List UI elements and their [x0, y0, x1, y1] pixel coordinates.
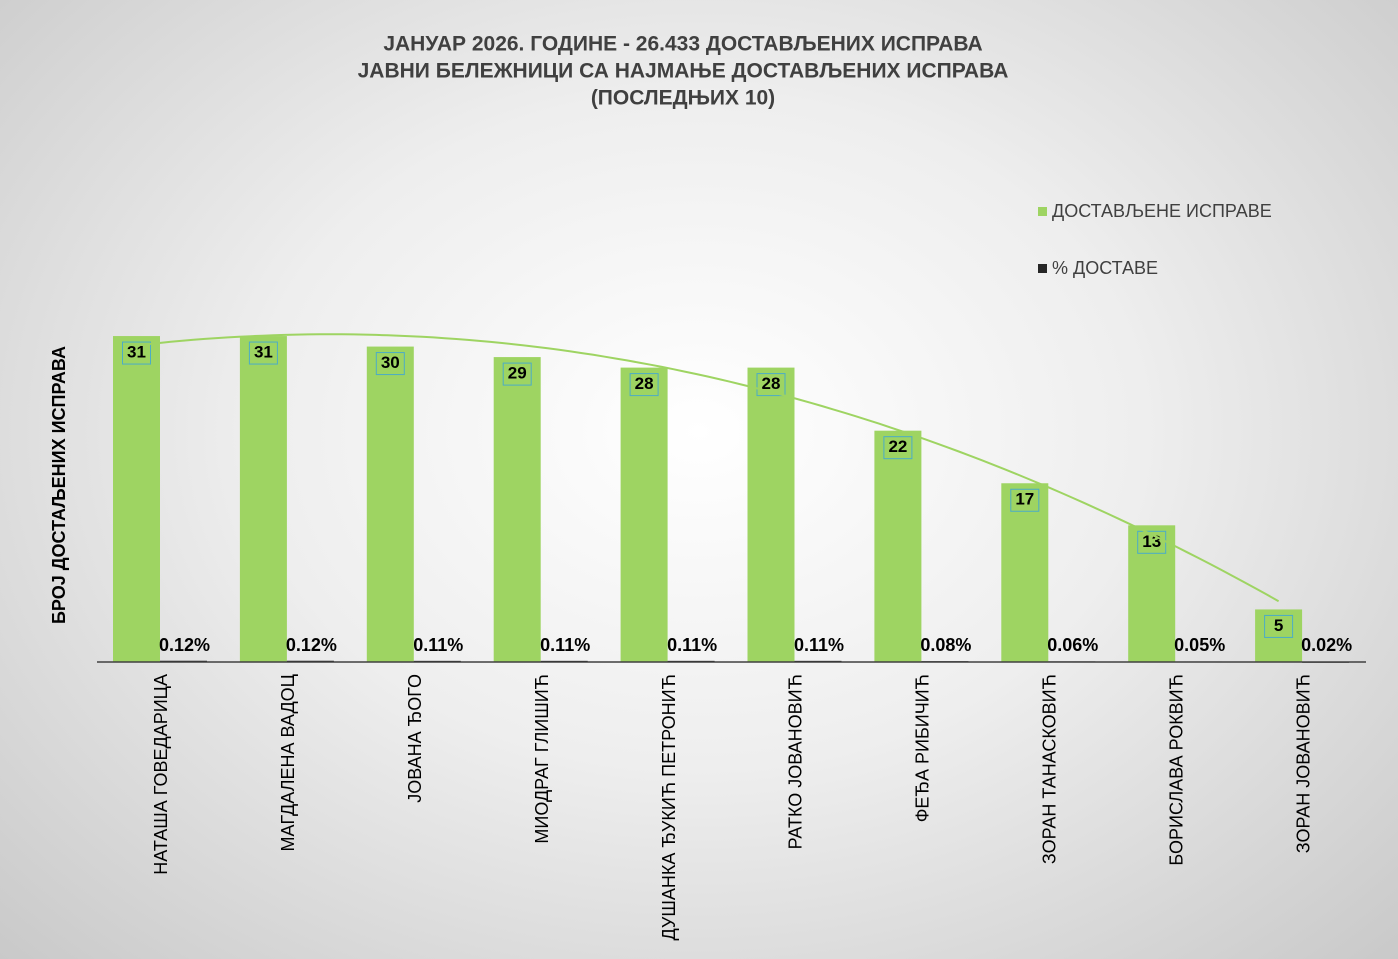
value-label: 28 — [762, 374, 781, 393]
chart-title: ЈАВНИ БЕЛЕЖНИЦИ СА НАЈМАЊЕ ДОСТАВЉЕНИХ И… — [358, 60, 1009, 83]
value-label-box — [375, 352, 405, 376]
value-label: 0.11% — [794, 635, 844, 655]
value-label: 0.12% — [286, 635, 337, 655]
value-label: 30 — [381, 353, 400, 372]
bar — [747, 367, 795, 662]
bar — [493, 357, 541, 662]
value-label: 0.11% — [540, 635, 590, 655]
trendline — [136, 333, 1280, 603]
value-label: 31 — [127, 343, 146, 362]
value-label-box — [883, 436, 913, 460]
x-tick-label: МИОДРАГ ГЛИШИЋ — [532, 674, 552, 844]
value-label: 5 — [1274, 616, 1283, 635]
bar — [874, 430, 922, 662]
bar — [1001, 483, 1049, 662]
x-tick-label: БОРИСЛАВА РОКВИЋ — [1166, 674, 1186, 866]
value-label: 22 — [888, 437, 907, 456]
value-label: 29 — [508, 364, 527, 383]
value-label: 0.05% — [1174, 635, 1225, 655]
y-axis-title: БРОЈ ДОСТАЉЕНИХ ИСПРАВА — [49, 346, 69, 624]
value-label-box — [122, 341, 151, 365]
value-label-box — [629, 373, 659, 397]
legend-swatch — [1038, 207, 1047, 216]
value-label: 0.02% — [1301, 635, 1352, 655]
x-tick-label: РАТКО ЈОВАНОВИЋ — [786, 674, 806, 849]
bar — [1255, 609, 1303, 662]
bar — [113, 336, 160, 662]
value-label: 31 — [254, 343, 273, 362]
value-label-box — [502, 362, 532, 386]
x-tick-label: ЗОРАН ТАНАСКОВИЋ — [1040, 674, 1060, 864]
x-tick-label: ЗОРАН ЈОВАНОВИЋ — [1293, 674, 1313, 853]
value-label: 17 — [1015, 490, 1034, 509]
value-label: 28 — [635, 374, 654, 393]
legend-label: % ДОСТАВЕ — [1052, 258, 1158, 278]
value-label-box — [1264, 614, 1294, 638]
legend-label: ДОСТАВЉЕНЕ ИСПРАВЕ — [1052, 201, 1272, 221]
x-tick-label: ФЕЂА РИБИЧИЋ — [913, 674, 933, 822]
x-tick-label: МАГДАЛЕНА ВАДОЦ — [278, 674, 298, 851]
bar — [366, 346, 414, 662]
value-label: 0.08% — [920, 635, 971, 655]
value-label: 0.12% — [159, 635, 210, 655]
value-label-box — [248, 341, 278, 365]
bar — [239, 336, 287, 662]
x-tick-label: ДУШАНКА ЂУКИЋ ПЕТРОНИЋ — [659, 674, 679, 940]
chart-title: (ПОСЛЕДЊИХ 10) — [591, 87, 775, 110]
value-label: 0.11% — [413, 635, 463, 655]
value-label-box — [756, 373, 786, 397]
chart-title: ЈАНУАР 2026. ГОДИНЕ - 26.433 ДОСТАВЉЕНИХ… — [383, 33, 982, 56]
value-label: 0.11% — [667, 635, 717, 655]
bar — [1128, 525, 1176, 662]
value-label-box — [1010, 488, 1040, 512]
bar — [620, 367, 668, 662]
legend-swatch — [1038, 264, 1047, 273]
value-label: 0.06% — [1047, 635, 1098, 655]
x-tick-label: ЈОВАНА ЂОГО — [405, 674, 425, 803]
x-tick-label: НАТАША ГОВЕДАРИЦА — [151, 674, 171, 875]
